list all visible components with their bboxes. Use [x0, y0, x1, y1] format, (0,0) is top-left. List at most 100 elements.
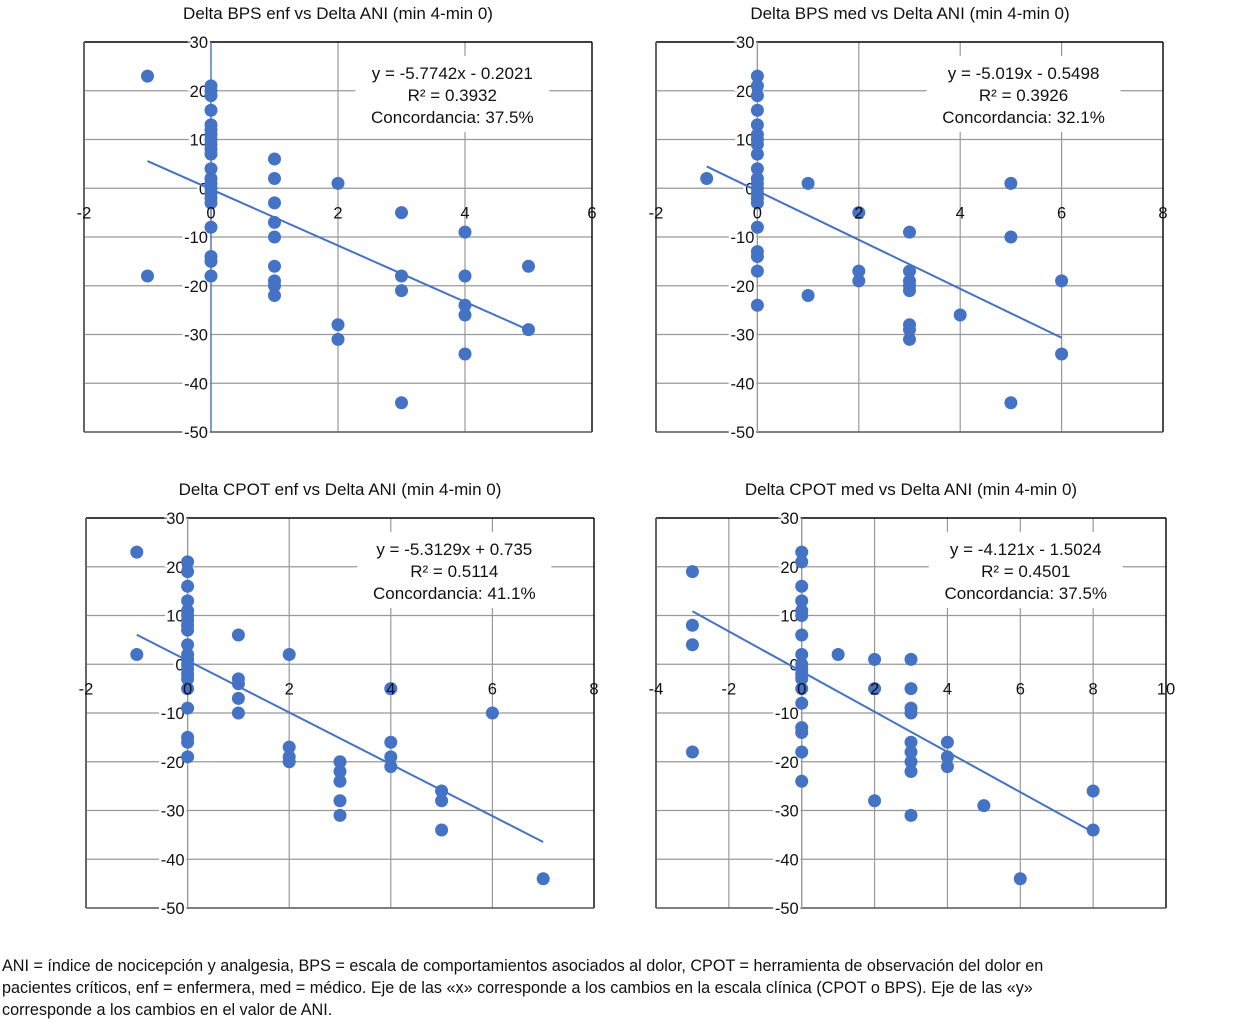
x-tick-label: -4 [649, 680, 664, 698]
data-point [141, 69, 154, 83]
trendline [136, 633, 544, 843]
y-tick-label: -30 [184, 327, 208, 345]
data-point [458, 347, 472, 361]
y-tick-label: 30 [190, 34, 208, 52]
data-point [130, 648, 144, 661]
data-point [268, 289, 281, 302]
data-point [795, 682, 809, 696]
data-point [204, 103, 218, 117]
data-point [536, 872, 550, 886]
data-point [1013, 872, 1027, 886]
data-point [1004, 396, 1018, 410]
data-point [868, 682, 882, 696]
y-tick-label: -10 [775, 705, 799, 723]
concordance-label: Concordancia: 37.5% [371, 108, 534, 127]
data-point [204, 162, 218, 176]
y-tick-label: -10 [161, 705, 185, 723]
data-point [795, 672, 809, 686]
concordance-label: Concordancia: 37.5% [944, 584, 1107, 603]
data-point [181, 735, 195, 749]
x-tick-label: 8 [589, 680, 598, 698]
x-tick-label: 6 [587, 204, 596, 222]
y-tick-label: -50 [184, 424, 208, 442]
y-tick-label: -30 [731, 327, 755, 345]
y-tick-label: -10 [731, 229, 755, 247]
data-point [204, 89, 218, 103]
data-point [485, 706, 499, 720]
data-point [231, 677, 245, 691]
chart-title: Delta CPOT enf vs Delta ANI (min 4-min 0… [178, 480, 502, 499]
footnote-line: corresponde a los cambios en el valor de… [2, 1001, 333, 1019]
data-point [750, 79, 764, 93]
data-point [130, 545, 144, 559]
data-point [868, 652, 882, 666]
data-point [904, 808, 918, 822]
data-point [333, 808, 347, 822]
trendline [691, 610, 1094, 834]
data-point [1055, 274, 1069, 288]
data-point [685, 638, 699, 652]
data-point [395, 396, 408, 410]
y-tick-label: -30 [161, 803, 185, 821]
x-tick-label: 0 [797, 680, 806, 698]
x-tick-label: 6 [1057, 204, 1066, 222]
figure-footnote: ANI = índice de nocicepción y analgesia,… [2, 955, 1237, 1021]
data-point [141, 269, 154, 283]
x-tick-label: -2 [722, 680, 737, 698]
data-point [458, 308, 472, 322]
data-point [750, 118, 764, 132]
data-point [904, 652, 918, 666]
data-point [268, 279, 281, 293]
data-point [231, 628, 245, 642]
data-point [795, 555, 809, 569]
x-tick-label: 0 [206, 204, 215, 222]
x-tick-label: 4 [386, 680, 395, 698]
data-point [331, 176, 345, 190]
regression-equation: y = -5.7742x - 0.2021 [372, 64, 533, 83]
y-tick-label: -50 [161, 900, 185, 918]
x-tick-label: -2 [79, 680, 94, 698]
data-point [795, 774, 809, 788]
data-point [268, 259, 281, 273]
data-point [1004, 230, 1018, 244]
y-tick-label: 30 [736, 34, 754, 52]
data-point [977, 799, 991, 813]
x-tick-label: 10 [1157, 680, 1175, 698]
chart-title: Delta BPS enf vs Delta ANI (min 4-min 0) [183, 4, 493, 23]
data-point [333, 794, 347, 808]
data-point [903, 284, 916, 298]
x-tick-label: -2 [649, 204, 664, 222]
y-tick-label: 30 [166, 510, 184, 528]
data-point [940, 760, 954, 774]
data-point [795, 648, 809, 661]
regression-equation: y = -5.019x - 0.5498 [948, 64, 1100, 83]
data-points [685, 545, 1100, 886]
y-tick-label: -40 [184, 375, 208, 393]
data-point [801, 176, 815, 190]
data-point [940, 735, 954, 749]
y-tick-label: -40 [731, 375, 755, 393]
data-point [831, 648, 845, 661]
r-squared-label: R² = 0.5114 [410, 562, 498, 581]
data-point [750, 162, 764, 176]
data-point [181, 638, 195, 652]
data-point [458, 298, 472, 312]
y-tick-label: -40 [161, 851, 185, 869]
data-point [204, 269, 218, 283]
x-tick-label: -2 [77, 204, 92, 222]
data-point [750, 298, 764, 312]
data-point [852, 206, 866, 220]
data-point [181, 623, 195, 637]
data-point [795, 545, 809, 559]
data-point [685, 745, 699, 759]
data-point [384, 682, 398, 696]
annotation-background [355, 56, 550, 132]
x-tick-label: 2 [333, 204, 342, 222]
data-point [1055, 347, 1069, 361]
data-point [384, 735, 398, 749]
data-point [204, 147, 218, 161]
y-tick-label: -50 [775, 900, 799, 918]
regression-equation: y = -5.3129x + 0.735 [376, 540, 532, 559]
